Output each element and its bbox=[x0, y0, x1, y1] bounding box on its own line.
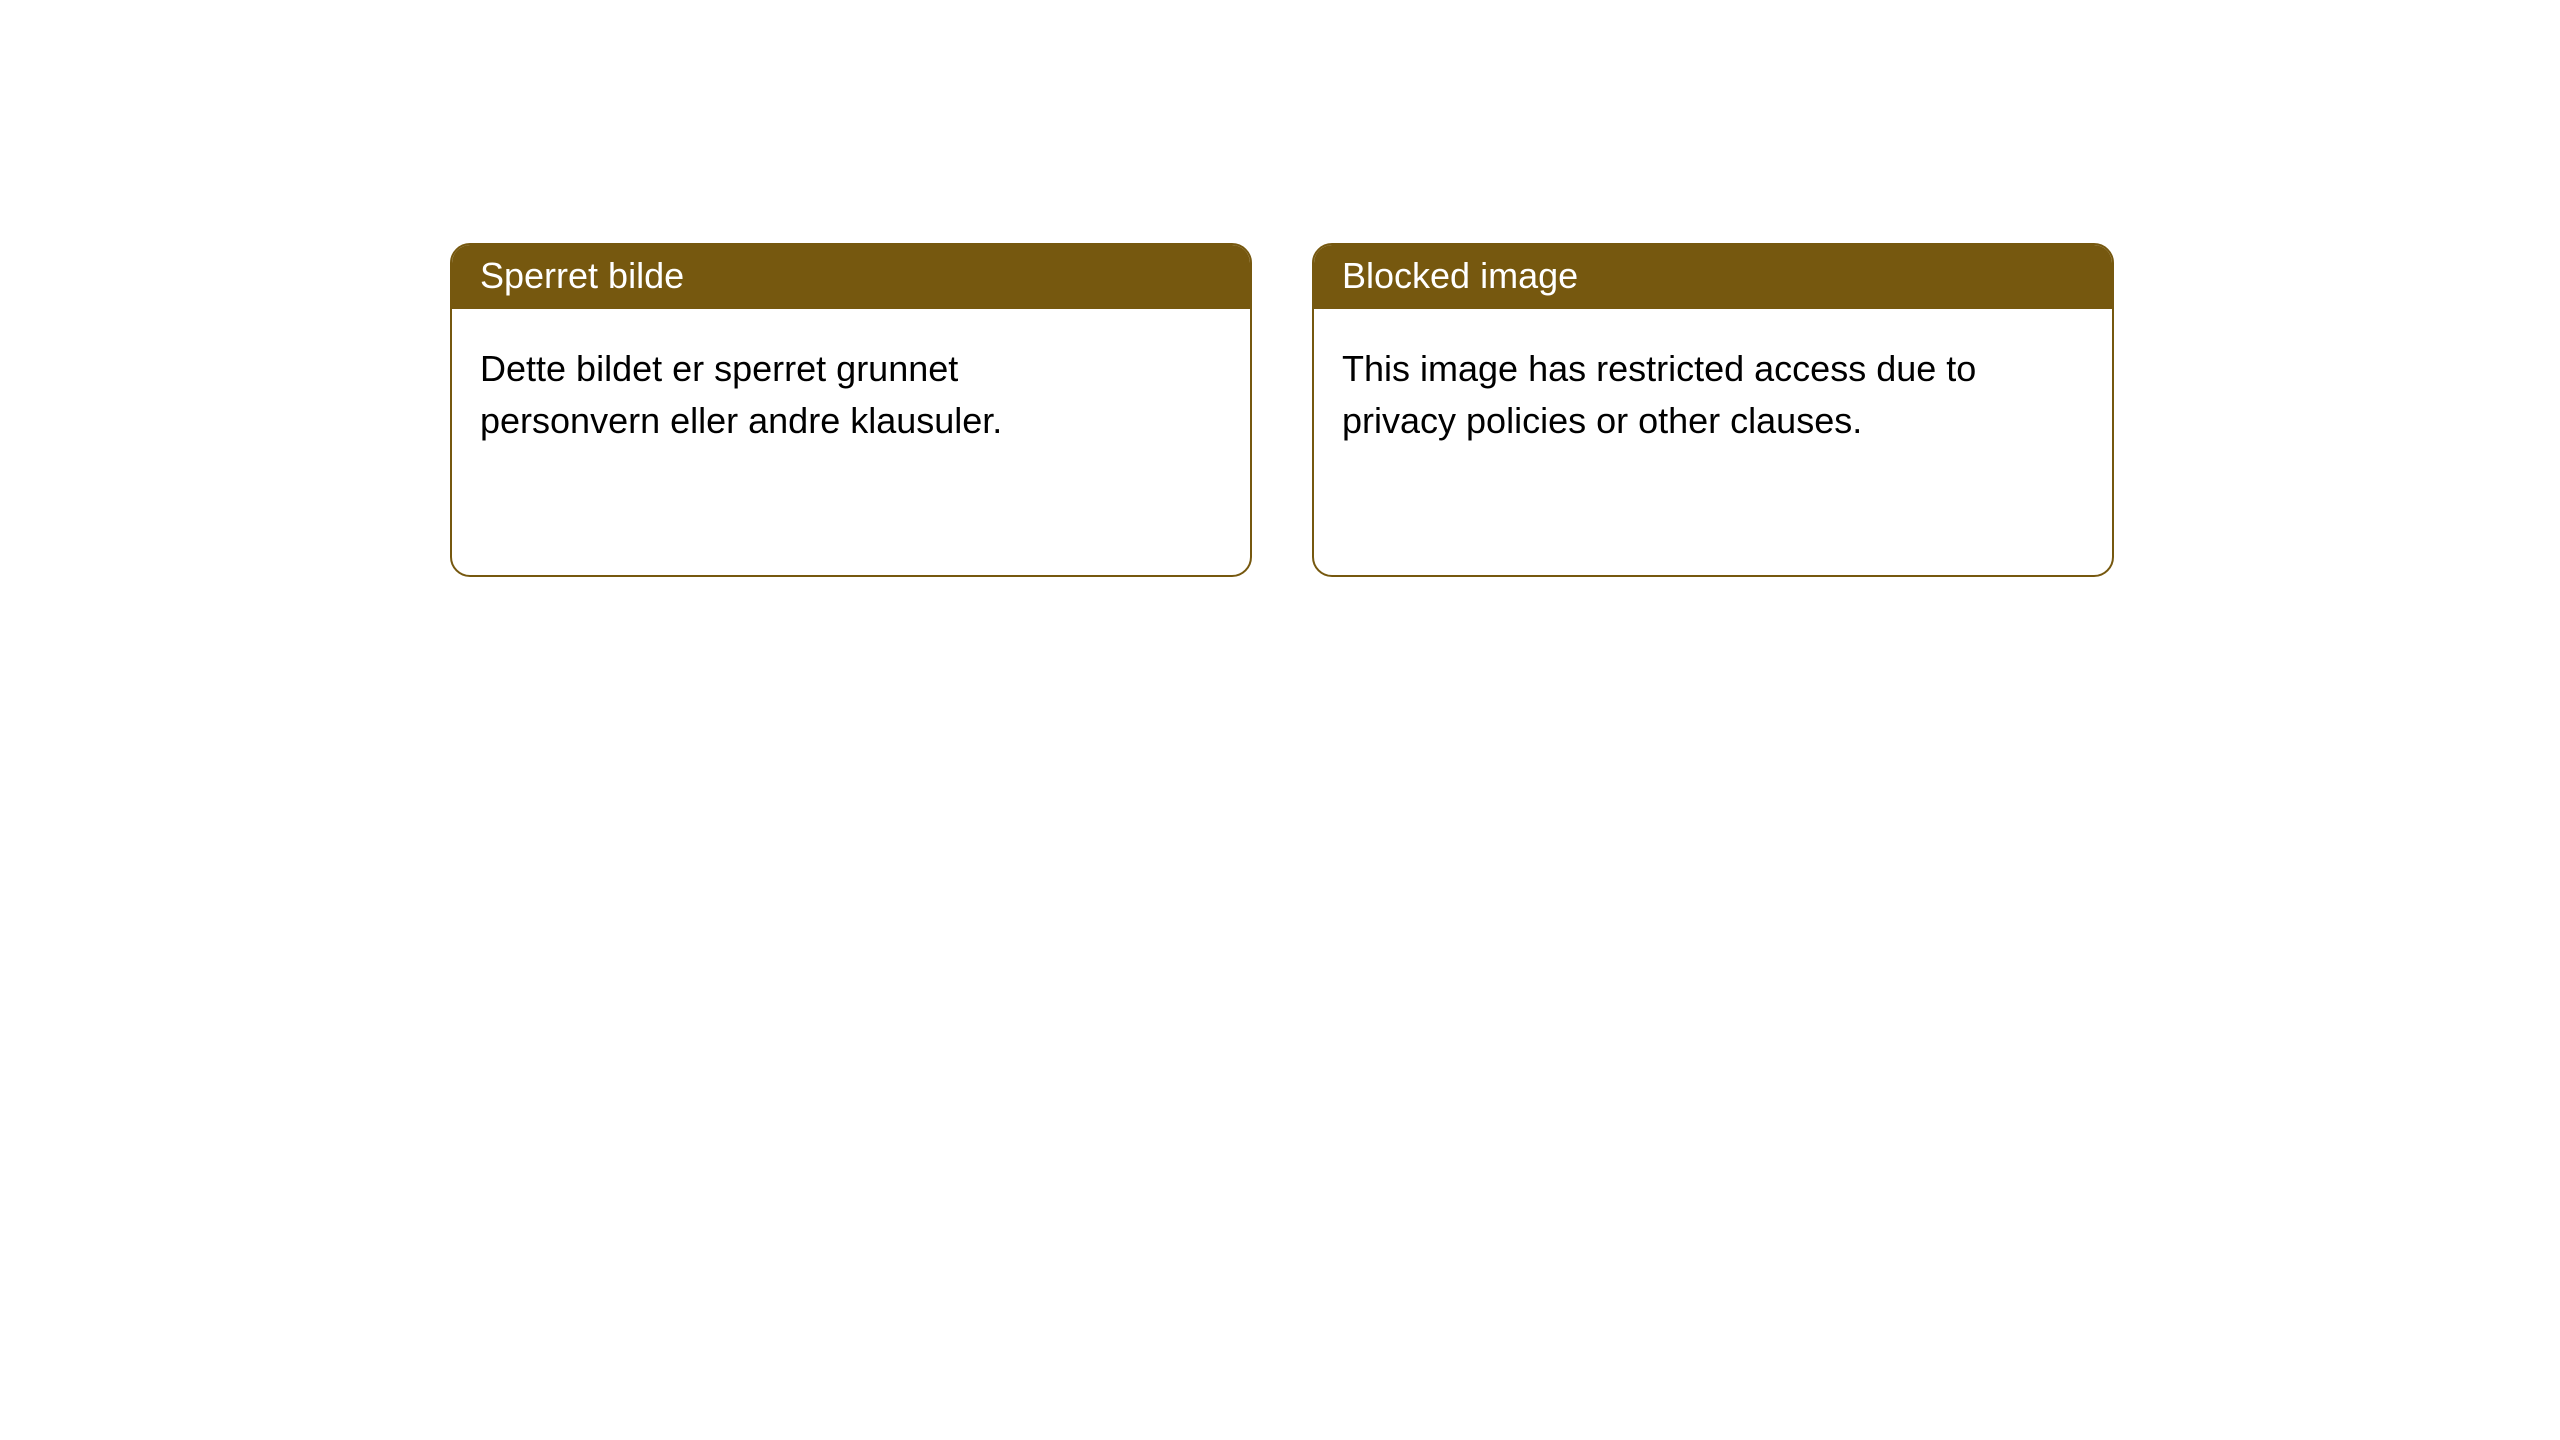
notice-body: Dette bildet er sperret grunnet personve… bbox=[452, 309, 1152, 481]
notice-header: Blocked image bbox=[1314, 245, 2112, 309]
notice-body: This image has restricted access due to … bbox=[1314, 309, 2014, 481]
notice-card-norwegian: Sperret bilde Dette bildet er sperret gr… bbox=[450, 243, 1252, 577]
notice-container: Sperret bilde Dette bildet er sperret gr… bbox=[0, 0, 2560, 577]
notice-card-english: Blocked image This image has restricted … bbox=[1312, 243, 2114, 577]
notice-header: Sperret bilde bbox=[452, 245, 1250, 309]
